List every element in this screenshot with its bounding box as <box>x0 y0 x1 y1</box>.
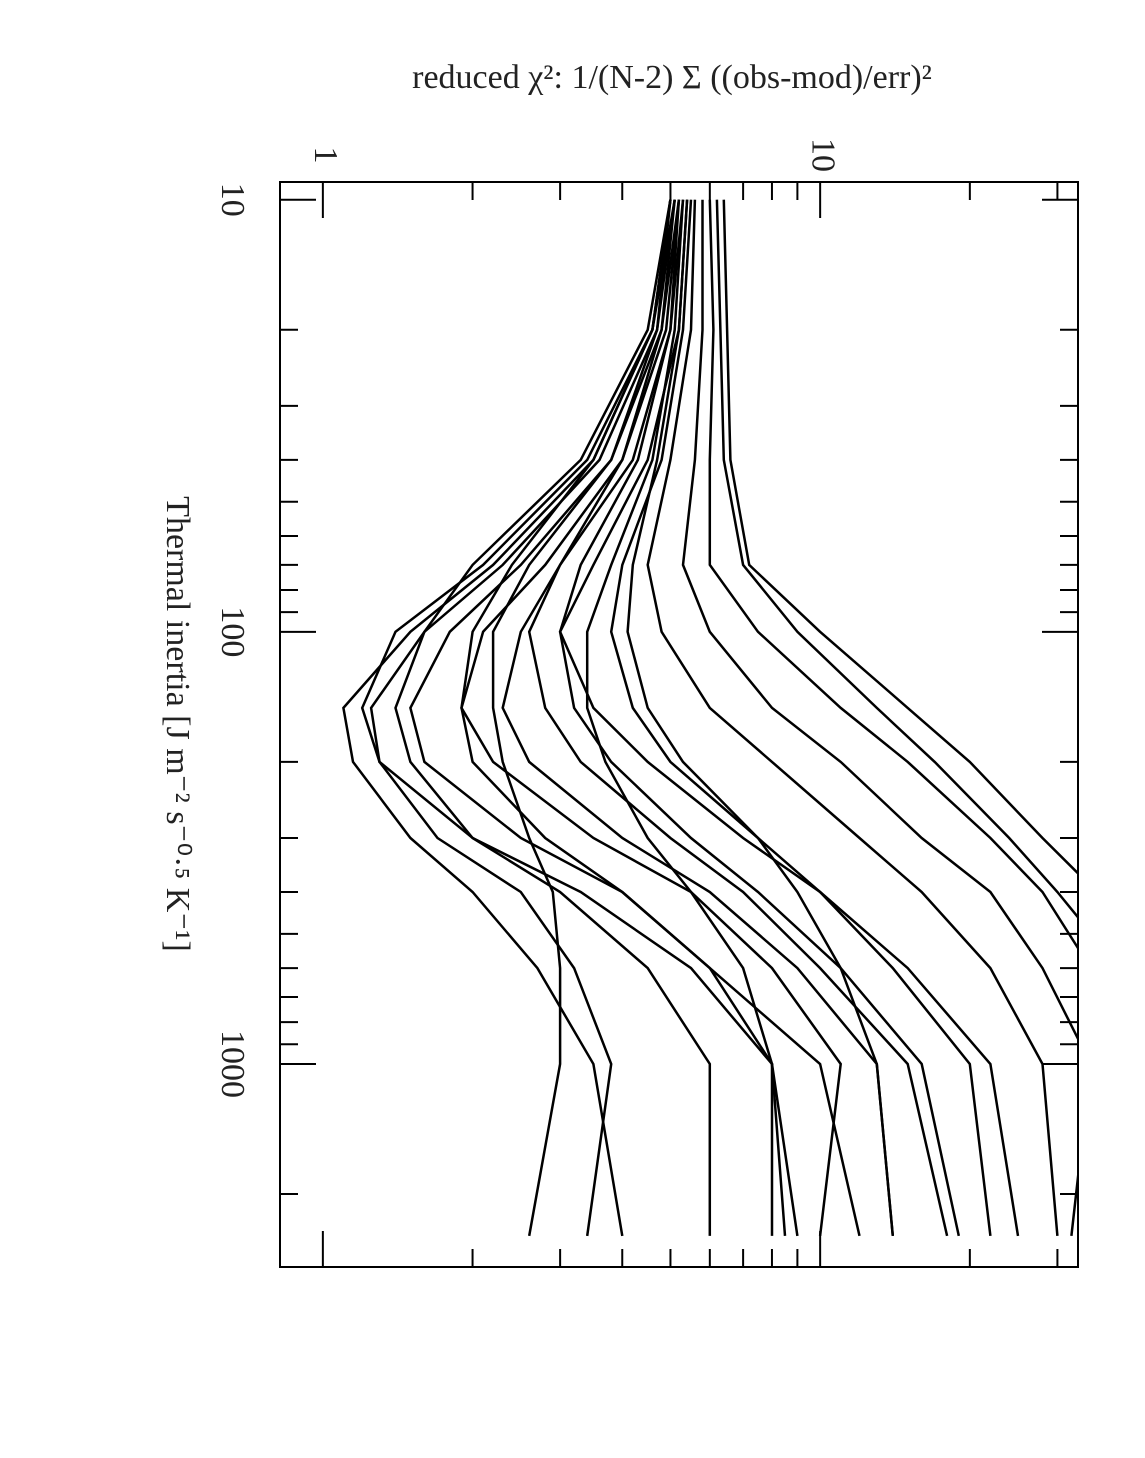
series-line <box>609 199 1020 1237</box>
chart-title: reduced χ²: 1/(N-2) Σ ((obs-mod)/err)² <box>412 59 932 96</box>
series-line <box>626 199 895 1237</box>
plot-area <box>342 199 1078 1237</box>
series-line <box>491 199 672 1237</box>
x-tick-label: 100 <box>214 606 251 657</box>
series-line <box>527 199 949 1237</box>
series-line <box>369 199 799 1237</box>
series-line <box>360 199 672 1237</box>
series-line <box>558 199 992 1237</box>
series-line <box>646 199 1059 1237</box>
series-line <box>460 199 861 1237</box>
x-axis-label: Thermal inertia [J m⁻² s⁻⁰·⁵ K⁻¹] <box>159 496 196 952</box>
series-line <box>585 199 787 1236</box>
y-tick-label: 1 <box>307 147 344 164</box>
series-line <box>342 199 676 1237</box>
series-line <box>501 199 895 1237</box>
y-tick-label: 10 <box>804 138 841 172</box>
plot-frame <box>279 181 1079 1268</box>
x-tick-label: 10 <box>214 183 251 217</box>
series-line <box>708 199 1078 951</box>
series-line <box>394 199 712 1236</box>
series-line <box>681 199 1078 1237</box>
series-line <box>722 199 1078 876</box>
series-line <box>558 199 961 1237</box>
x-tick-label: 1000 <box>214 1030 251 1098</box>
series-line <box>715 199 1078 920</box>
